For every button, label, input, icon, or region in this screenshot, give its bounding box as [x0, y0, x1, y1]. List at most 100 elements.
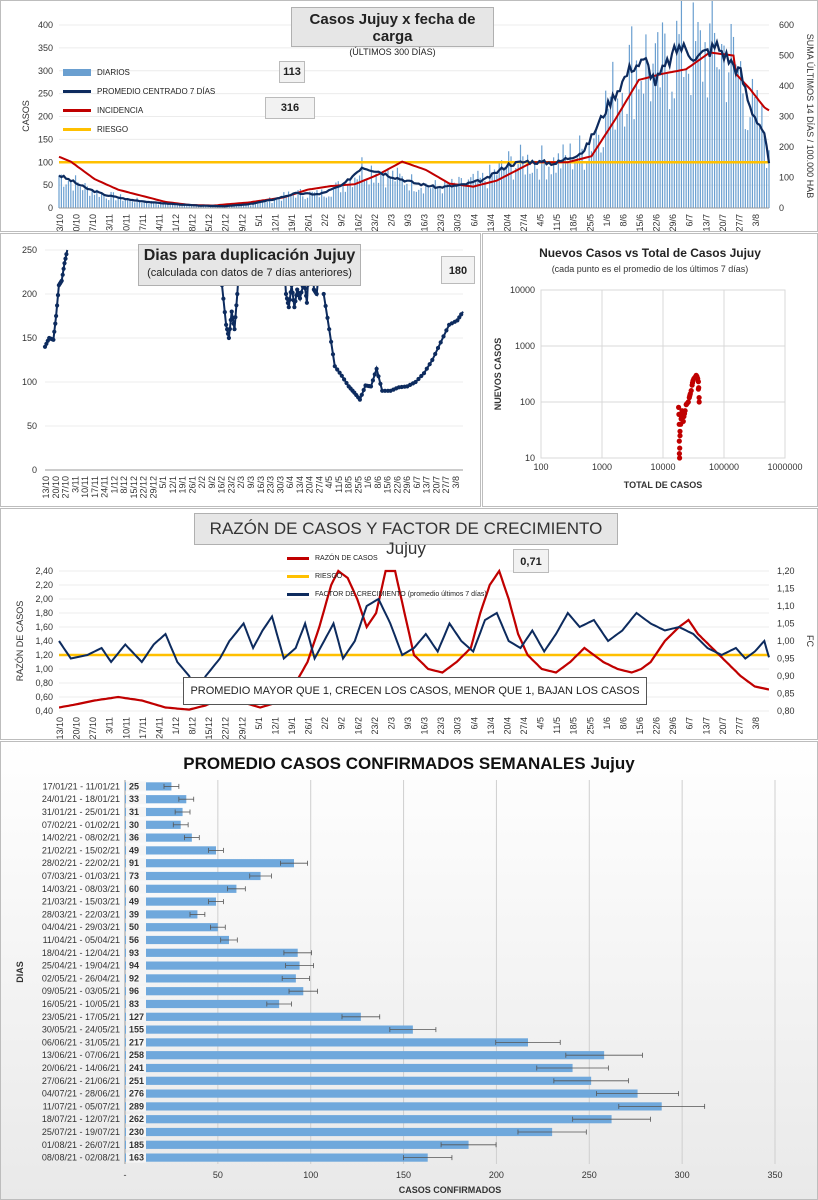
doubling-point [285, 300, 290, 306]
doubling-point [63, 256, 68, 261]
daily-bar [89, 195, 91, 208]
daily-bar [593, 138, 595, 208]
x-tick-label: 29/12 [237, 214, 247, 231]
daily-bar [93, 194, 96, 208]
y-tick-label: 2,20 [35, 580, 53, 590]
week-bar [125, 1089, 638, 1098]
x-tick-label: 100 [303, 1170, 318, 1180]
doubling-point [421, 371, 427, 376]
doubling-point [376, 374, 381, 379]
daily-bar [179, 204, 181, 208]
x-tick-label: 1/12 [171, 717, 181, 735]
scatter-point [677, 433, 683, 439]
x-tick-label: 23/2 [370, 717, 380, 735]
x-tick-label: 11/5 [334, 476, 344, 493]
daily-bar [725, 102, 727, 208]
week-bar [125, 1102, 662, 1111]
daily-bar [354, 177, 356, 208]
category-label: 30/05/21 - 24/05/21 [42, 1025, 120, 1035]
y2-tick-label: 100 [779, 173, 794, 183]
x-tick-label: 16/3 [256, 476, 266, 494]
x-tick-label: 13/10 [55, 717, 65, 739]
daily-bar [768, 150, 770, 208]
legend-swatch-riesgo2 [287, 574, 309, 578]
daily-cases-subtitle: (ÚLTIMOS 300 DÍAS) [349, 47, 436, 57]
daily-bar [723, 45, 725, 208]
y-tick-label: 150 [38, 134, 53, 144]
y-tick-label: 400 [38, 20, 53, 30]
doubling-point [222, 310, 227, 315]
daily-bar [347, 185, 349, 208]
x-tick-label: 20/10 [72, 214, 82, 231]
x-tick-label: 4/5 [536, 717, 546, 730]
category-label: 04/07/21 - 28/06/21 [42, 1089, 120, 1099]
x-tick-label: 2/2 [320, 717, 330, 730]
doubling-point [433, 351, 438, 357]
daily-bar [247, 204, 249, 208]
daily-bar [403, 185, 406, 208]
value-label: 96 [129, 986, 139, 996]
daily-bar [344, 191, 346, 208]
weekly-panel: - 50 100 150 200 250 300 350 CASOS CONFIRMADOS DI… [0, 741, 818, 1200]
x-tick-label: 8/6 [373, 476, 383, 489]
daily-bar [650, 101, 652, 208]
value-label: 251 [129, 1076, 144, 1086]
daily-bar [439, 188, 441, 208]
daily-bar [500, 160, 503, 208]
doubling-point [344, 380, 349, 386]
x-tick-label: 5/1 [254, 717, 264, 730]
y-tick-label: 1000 [515, 341, 535, 351]
y-tick-label: 50 [27, 421, 37, 431]
daily-bar [754, 96, 756, 208]
daily-bar [472, 173, 474, 208]
scatter-chart: 100 1000 10000 100000 100000010100100010000T… [493, 285, 803, 490]
x-tick-label: 22/6 [652, 717, 662, 735]
daily-bar [595, 127, 597, 208]
daily-bar [652, 63, 654, 208]
y-tick-label: 0,40 [35, 706, 53, 716]
daily-bar [588, 142, 590, 208]
y2-axis-label: SUMA ÚLTIMOS 14 DÍAS / 100.000 HAB [805, 34, 815, 198]
daily-bar [141, 202, 143, 208]
daily-bar [758, 127, 761, 208]
x-tick-label: 20/10 [72, 717, 82, 739]
daily-cases-title-box: Casos Jujuy x fecha de carga (ÚLTIMOS 30… [291, 7, 494, 57]
ratio-annotation: PROMEDIO MAYOR QUE 1, CRECEN LOS CASOS, … [183, 677, 647, 705]
week-bar [125, 974, 296, 983]
week-bar [125, 987, 304, 996]
x-tick-label: 3/8 [751, 214, 761, 227]
daily-bar [600, 152, 602, 208]
x-tick-label: 2/2 [197, 476, 207, 489]
daily-bar [368, 184, 370, 208]
doubling-point [430, 357, 435, 363]
daily-bar [505, 167, 507, 208]
daily-bar [136, 197, 138, 208]
daily-bar [323, 196, 325, 208]
x-tick-label: 26/1 [304, 717, 314, 735]
daily-bar [63, 186, 65, 208]
daily-bar [299, 188, 301, 208]
y-tick-label: 50 [43, 180, 53, 190]
x-tick-label: 200 [489, 1170, 504, 1180]
value-label-bg [126, 922, 146, 933]
daily-bar [624, 126, 626, 208]
daily-bar [574, 161, 576, 208]
daily-bar [446, 183, 448, 208]
doubling-point [234, 303, 239, 308]
y2-tick-label: 1,15 [777, 584, 795, 594]
daily-bar [112, 192, 115, 208]
y2-tick-label: 1,00 [777, 636, 795, 646]
scatter-point [696, 399, 702, 405]
daily-bar [115, 200, 117, 208]
value-label-bg [126, 999, 146, 1009]
scatter-point [676, 451, 682, 457]
doubling-point [416, 376, 421, 382]
daily-bar [763, 136, 765, 208]
daily-bar [174, 204, 176, 208]
daily-bar [290, 193, 292, 208]
scatter-point [695, 379, 701, 385]
daily-bar [250, 205, 252, 208]
daily-bar [77, 182, 79, 208]
category-label: 20/06/21 - 14/06/21 [42, 1063, 120, 1073]
scatter-point [695, 386, 701, 392]
